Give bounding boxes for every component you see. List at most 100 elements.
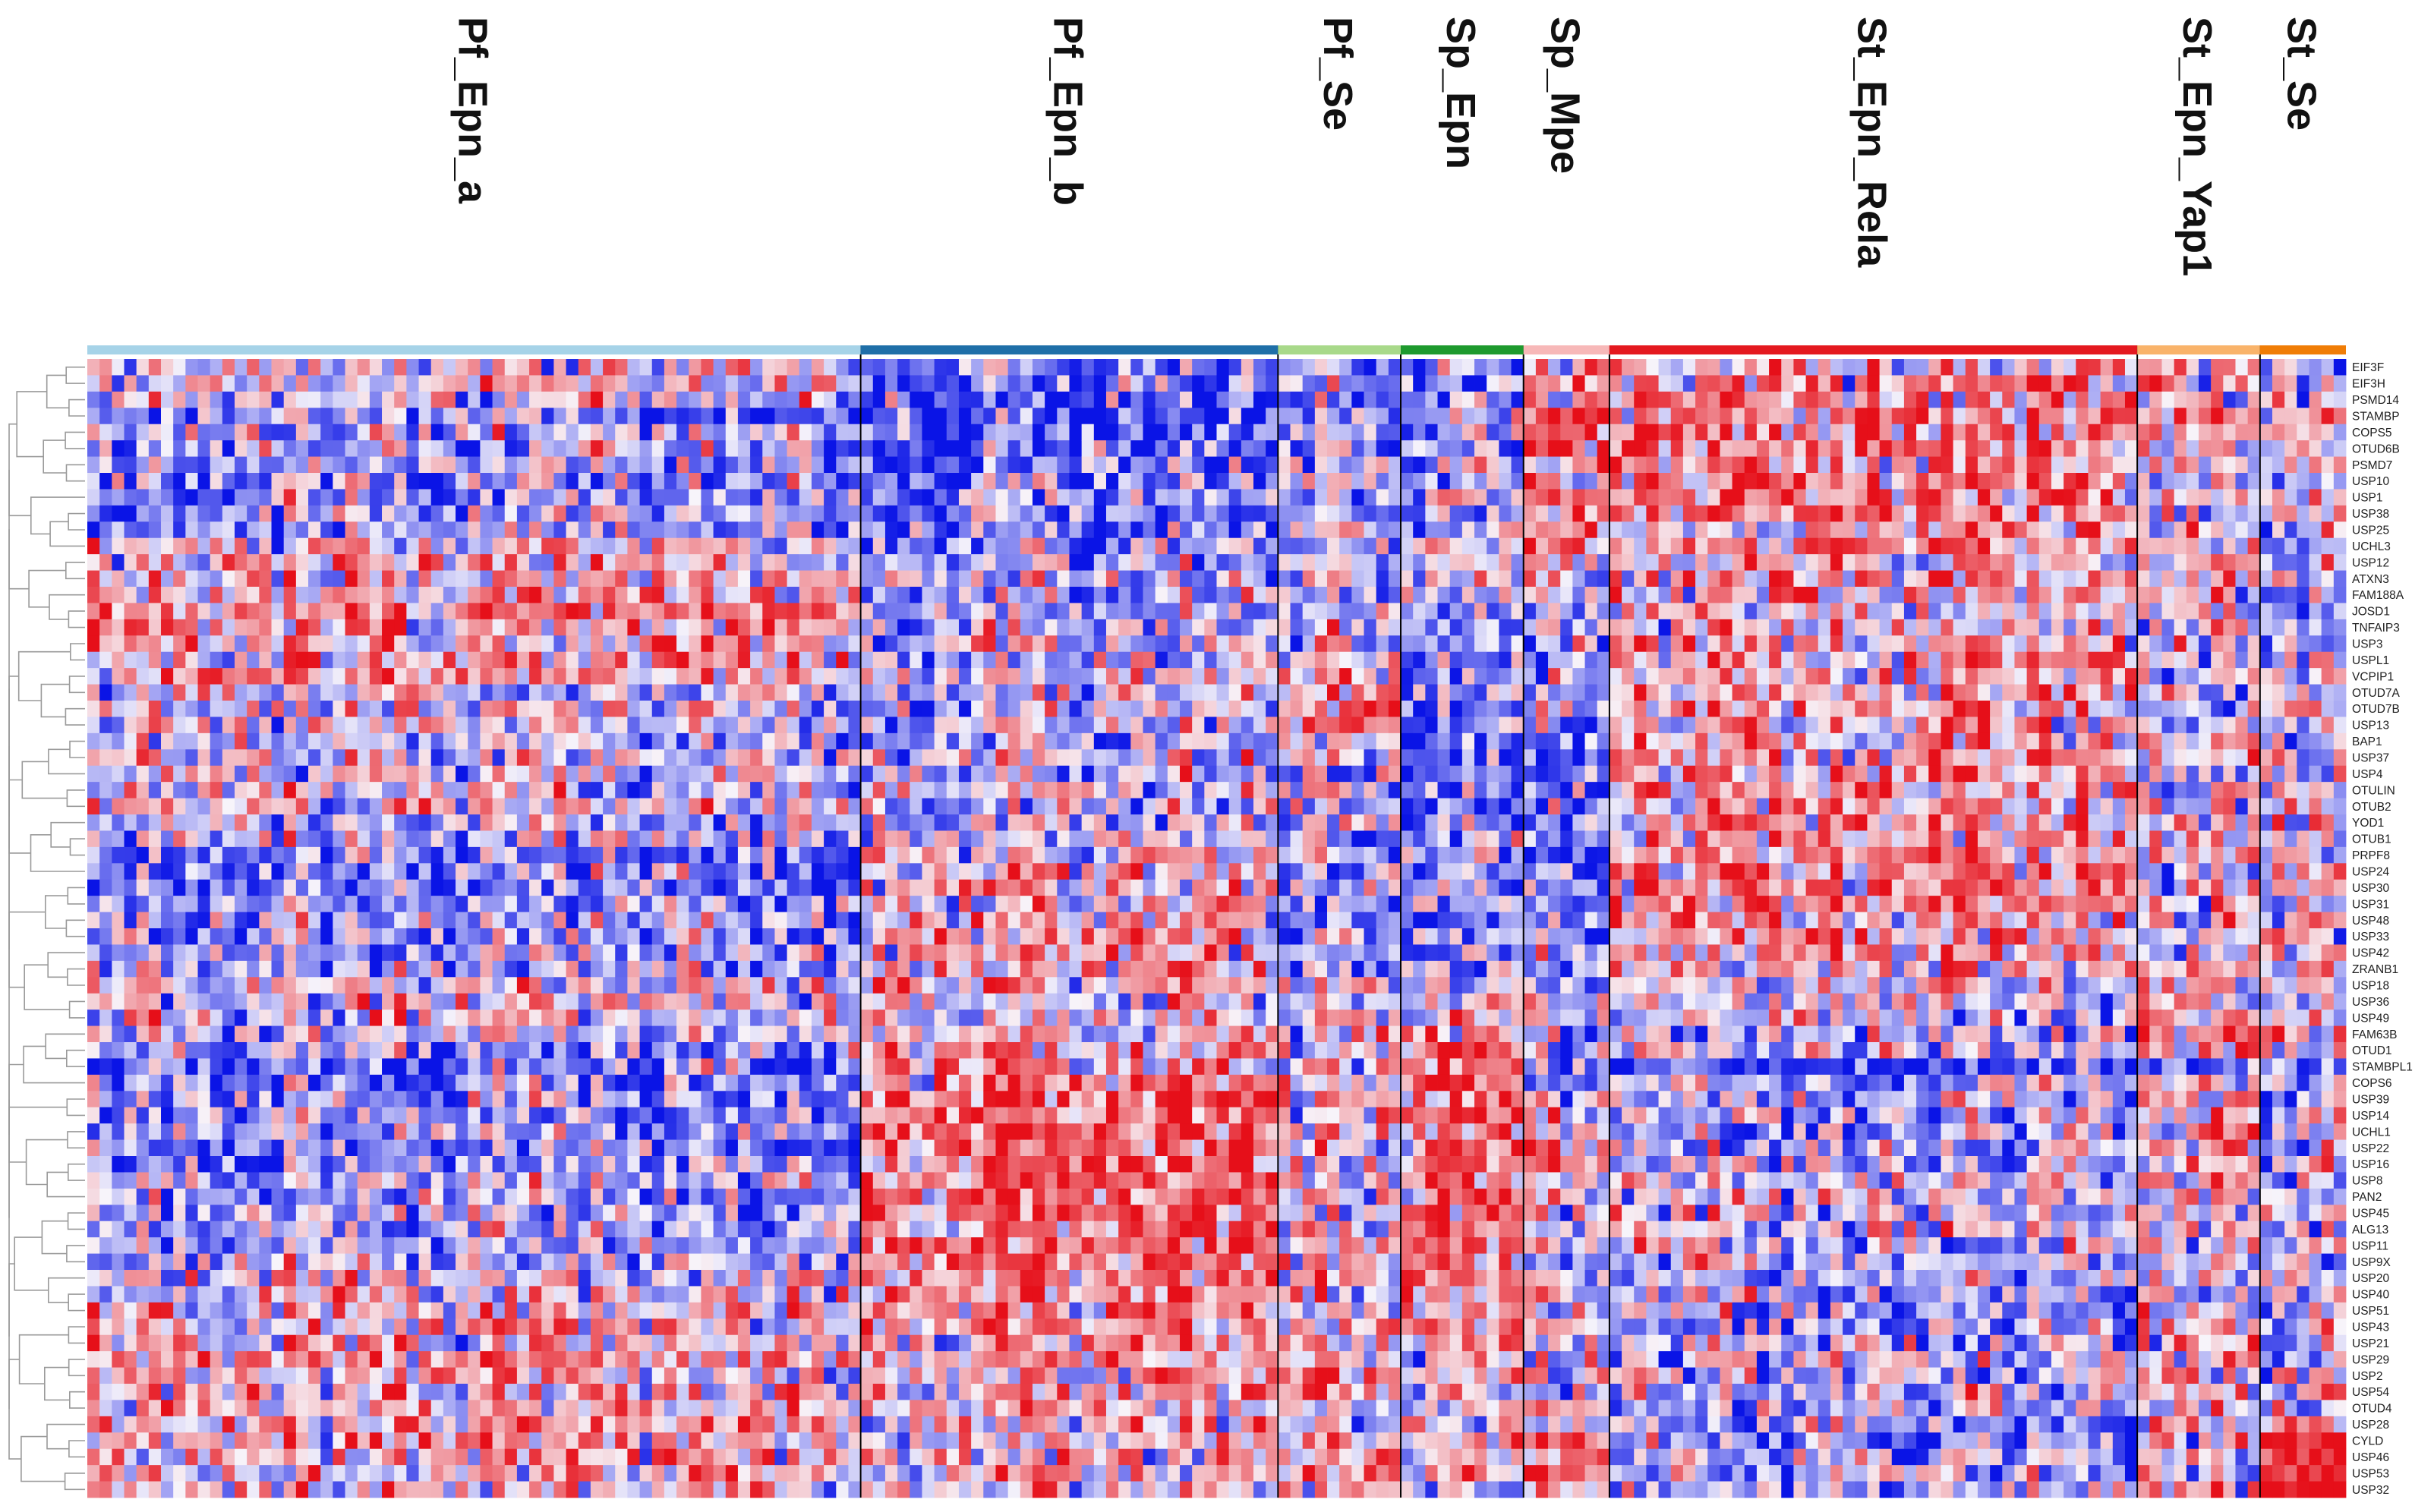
heatmap-cell xyxy=(210,977,223,994)
heatmap-cell xyxy=(137,1172,150,1189)
heatmap-cell xyxy=(627,1400,640,1416)
heatmap-cell xyxy=(640,489,653,506)
heatmap-cell xyxy=(419,847,432,864)
heatmap-cell xyxy=(664,1254,677,1271)
dendrogram-branch xyxy=(51,823,85,847)
heatmap-cell xyxy=(627,1156,640,1173)
heatmap-cell xyxy=(284,928,297,945)
heatmap-cell xyxy=(640,1351,653,1368)
heatmap-cell xyxy=(812,619,824,636)
heatmap-cell xyxy=(664,652,677,669)
heatmap-cell xyxy=(210,928,223,945)
heatmap-cell xyxy=(87,603,100,619)
heatmap-cell xyxy=(812,847,824,864)
heatmap-cell xyxy=(603,1091,616,1107)
heatmap-cell xyxy=(406,847,419,864)
heatmap-cell xyxy=(149,1156,162,1173)
heatmap-cell xyxy=(579,603,591,619)
heatmap-cell xyxy=(480,1432,493,1449)
heatmap-cell xyxy=(161,652,174,669)
heatmap-cell xyxy=(468,375,481,392)
heatmap-cell xyxy=(566,538,579,555)
heatmap-cell xyxy=(848,685,861,701)
heatmap-cell xyxy=(714,782,727,799)
heatmap-cell xyxy=(394,685,407,701)
heatmap-cell xyxy=(247,652,260,669)
heatmap-cell xyxy=(358,912,370,929)
heatmap-cell xyxy=(824,652,837,669)
heatmap-cell xyxy=(333,1335,345,1352)
heatmap-cell xyxy=(308,1400,321,1416)
heatmap-cell xyxy=(320,1384,333,1400)
heatmap-cell xyxy=(627,880,640,896)
heatmap-cell xyxy=(210,635,223,652)
heatmap-cell xyxy=(382,521,395,538)
heatmap-cell xyxy=(848,749,861,766)
heatmap-cell xyxy=(627,587,640,603)
heatmap-cell xyxy=(910,538,922,555)
heatmap-cell xyxy=(370,603,383,619)
heatmap-cell xyxy=(320,1221,333,1238)
heatmap-cell xyxy=(726,766,739,783)
heatmap-cell xyxy=(799,1303,812,1319)
heatmap-cell xyxy=(149,1221,162,1238)
heatmap-cell xyxy=(787,424,800,441)
heatmap-cell xyxy=(222,1042,235,1059)
heatmap-cell xyxy=(345,1205,358,1221)
heatmap-cell xyxy=(566,375,579,392)
heatmap-cell xyxy=(210,668,223,685)
heatmap-cell xyxy=(173,749,186,766)
heatmap-cell xyxy=(419,1058,432,1075)
heatmap-cell xyxy=(799,1107,812,1124)
heatmap-cell xyxy=(615,880,628,896)
heatmap-cell xyxy=(382,896,395,912)
heatmap-cell xyxy=(689,928,702,945)
heatmap-cell xyxy=(541,1156,554,1173)
heatmap-cell xyxy=(541,1400,554,1416)
heatmap-cell xyxy=(87,1335,100,1352)
heatmap-cell xyxy=(517,896,530,912)
heatmap-cell xyxy=(125,1303,137,1319)
heatmap-cell xyxy=(799,1432,812,1449)
heatmap-cell xyxy=(676,1010,689,1026)
heatmap-cell xyxy=(431,1091,444,1107)
heatmap-cell xyxy=(591,473,604,490)
heatmap-cell xyxy=(676,392,689,408)
heatmap-cell xyxy=(173,1416,186,1433)
heatmap-cell xyxy=(787,1482,800,1498)
heatmap-cell xyxy=(419,521,432,538)
heatmap-cell xyxy=(517,944,530,961)
heatmap-cell xyxy=(553,392,566,408)
heatmap-cell xyxy=(480,1384,493,1400)
heatmap-cell xyxy=(873,554,886,571)
heatmap-cell xyxy=(345,603,358,619)
heatmap-cell xyxy=(529,782,542,799)
heatmap-cell xyxy=(541,538,554,555)
heatmap-cell xyxy=(615,1172,628,1189)
heatmap-cell xyxy=(861,880,874,896)
heatmap-cell xyxy=(812,1400,824,1416)
heatmap-cell xyxy=(112,554,125,571)
heatmap-cell xyxy=(406,554,419,571)
heatmap-cell xyxy=(799,1318,812,1335)
heatmap-cell xyxy=(296,977,309,994)
heatmap-cell xyxy=(493,603,506,619)
heatmap-cell xyxy=(812,799,824,815)
heatmap-cell xyxy=(640,554,653,571)
heatmap-cell xyxy=(358,1075,370,1091)
heatmap-cell xyxy=(529,619,542,636)
heatmap-cell xyxy=(125,1140,137,1157)
heatmap-cell xyxy=(370,749,383,766)
heatmap-cell xyxy=(652,1042,665,1059)
heatmap-cell xyxy=(296,717,309,733)
heatmap-cell xyxy=(529,521,542,538)
heatmap-cell xyxy=(137,408,150,424)
heatmap-cell xyxy=(235,1286,247,1303)
heatmap-cell xyxy=(149,1205,162,1221)
heatmap-cell xyxy=(125,799,137,815)
heatmap-cell xyxy=(897,408,910,424)
heatmap-cell xyxy=(787,1237,800,1254)
heatmap-cell xyxy=(222,814,235,831)
heatmap-cell xyxy=(112,1075,125,1091)
heatmap-cell xyxy=(480,717,493,733)
